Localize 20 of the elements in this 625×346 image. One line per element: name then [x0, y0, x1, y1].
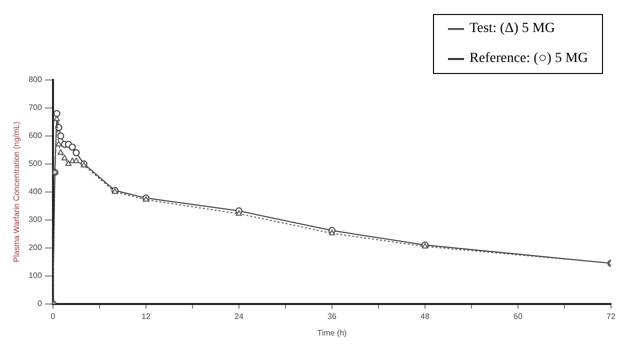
- legend-label: Test: (Δ) 5 MG: [470, 21, 555, 37]
- y-tick-label: 200: [28, 243, 42, 252]
- x-tick-label: 36: [328, 312, 337, 321]
- x-tick-label: 72: [606, 312, 616, 321]
- x-tick-label: 60: [514, 312, 523, 321]
- y-tick-label: 700: [28, 103, 42, 112]
- y-tick-label: 500: [28, 159, 42, 168]
- x-tick-label: 24: [234, 312, 244, 321]
- x-tick-label: 48: [420, 312, 430, 321]
- y-tick-label: 600: [28, 131, 42, 140]
- y-tick-label: 0: [37, 299, 42, 308]
- y-tick-label: 400: [28, 187, 42, 196]
- x-axis-title: Time (h): [317, 328, 348, 338]
- x-tick-label: 12: [142, 312, 151, 321]
- x-tick-label: 0: [50, 312, 56, 321]
- y-tick-label: 100: [28, 271, 42, 280]
- y-axis-title: Plasma Warfarin Concentration (ng/mL): [12, 121, 22, 262]
- legend-label: Reference: (○) 5 MG: [470, 51, 588, 67]
- y-tick-label: 800: [28, 75, 42, 84]
- y-tick-label: 300: [28, 215, 42, 224]
